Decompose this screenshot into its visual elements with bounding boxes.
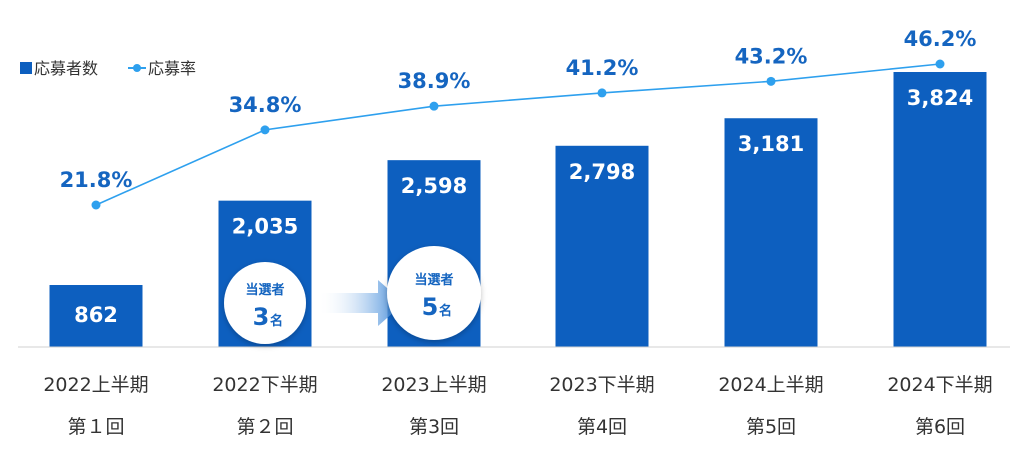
winner-badge: 当選者 3 名	[224, 262, 306, 344]
x-tick-label: 2022上半期	[43, 374, 148, 396]
bar-value-label: 2,798	[569, 160, 635, 184]
rate-point	[260, 125, 270, 135]
winner-badge: 当選者 5 名	[387, 246, 481, 340]
x-tick-label: 2024下半期	[887, 374, 992, 396]
rate-label: 46.2%	[904, 27, 977, 51]
x-tick-sublabel: 第3回	[409, 416, 459, 438]
rate-polyline	[95, 63, 941, 206]
x-tick-label: 2023上半期	[381, 374, 486, 396]
rate-label: 41.2%	[566, 56, 639, 80]
rate-point	[597, 88, 607, 98]
badge-title: 当選者	[245, 282, 284, 298]
rate-point	[91, 200, 101, 210]
bar-value-label: 2,035	[232, 215, 298, 239]
badge-number: 3	[253, 303, 270, 331]
x-tick-sublabel: 第6回	[915, 416, 965, 438]
badge-title: 当選者	[414, 272, 453, 288]
badge-number: 5	[422, 293, 439, 321]
x-tick-sublabel: 第１回	[67, 416, 124, 438]
bar	[724, 118, 818, 347]
x-tick-sublabel: 第5回	[746, 416, 796, 438]
bar-value-label: 862	[74, 303, 118, 327]
winner-arrow	[318, 280, 404, 326]
legend: 応募者数 応募率	[20, 59, 196, 78]
x-tick-sublabel: 第２回	[236, 416, 293, 438]
bar	[893, 72, 987, 347]
bar	[555, 145, 649, 347]
badge-circle	[387, 246, 481, 340]
bars: 862 2,035 2,598 2,798 3,181 3,824	[49, 72, 987, 347]
bar-value-label: 2,598	[401, 174, 467, 198]
x-tick-label: 2024上半期	[718, 374, 823, 396]
x-tick-sublabel: 第4回	[577, 416, 627, 438]
legend-line-label: 応募率	[148, 59, 196, 78]
badge-unit: 名	[439, 303, 452, 319]
rate-label: 43.2%	[735, 44, 808, 68]
rate-label: 38.9%	[398, 69, 471, 93]
bar-value-label: 3,181	[738, 132, 804, 156]
legend-line-marker	[133, 64, 141, 72]
x-tick-label: 2023下半期	[549, 374, 654, 396]
rate-point	[766, 76, 776, 86]
legend-bar-label: 応募者数	[34, 59, 98, 78]
bar	[49, 285, 143, 347]
rate-label: 34.8%	[229, 93, 302, 117]
rate-point	[935, 59, 945, 69]
rate-label: 21.8%	[60, 168, 133, 192]
badge-unit: 名	[270, 313, 283, 329]
badge-circle	[224, 262, 306, 344]
bar-value-label: 3,824	[907, 86, 973, 110]
rate-point	[429, 101, 439, 111]
arrow-shape	[318, 280, 404, 326]
legend-bar-swatch	[20, 62, 32, 74]
x-tick-label: 2022下半期	[212, 374, 317, 396]
rate-line: 21.8% 34.8% 38.9% 41.2% 43.2% 46.2%	[60, 27, 977, 210]
